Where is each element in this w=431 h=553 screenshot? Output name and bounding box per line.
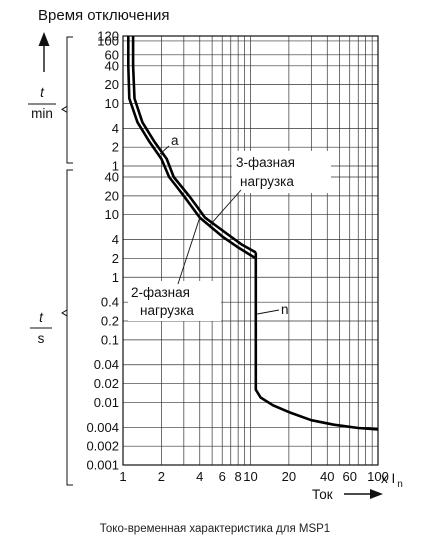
x-tick-label: 40 [320, 469, 334, 484]
chart-grid [122, 35, 379, 466]
y-tick-label: 0.1 [101, 332, 119, 347]
chart-title: Время отключения [38, 7, 170, 24]
y-tick-label: 20 [105, 77, 119, 92]
y-tick-labels: 120100604020104214020104210.40.20.10.040… [86, 29, 119, 473]
annotation-2-phase-line2: нагрузка [140, 303, 194, 318]
x-unit-prefix: x I [381, 471, 395, 486]
y-tick-label: 2 [112, 140, 119, 155]
lower-axis-label-numerator: t [39, 310, 44, 325]
y-tick-label: 0.001 [86, 458, 119, 473]
x-tick-label: 4 [196, 469, 203, 484]
y-tick-label: 10 [105, 96, 119, 111]
x-tick-label: 20 [282, 469, 296, 484]
plot-frame [122, 35, 379, 466]
time-arrow-up-icon [38, 32, 50, 46]
axis-decorations [28, 32, 383, 499]
annotation-3-phase-line2: нагрузка [240, 174, 294, 189]
x-tick-label: 10 [243, 469, 257, 484]
x-axis-label: Ток [312, 487, 333, 502]
y-tick-label: 40 [105, 170, 119, 185]
figure-caption: Токо-временная характеристика для MSP1 [100, 523, 330, 535]
y-tick-label: 100 [97, 33, 119, 48]
y-tick-label: 0.01 [94, 395, 119, 410]
curve-2-phase [131, 36, 257, 254]
y-tick-label: 0.02 [94, 376, 119, 391]
y-tick-label: 2 [112, 251, 119, 266]
upper-axis-label-denominator: min [31, 106, 53, 121]
annotation-a: a [171, 133, 179, 148]
y-tick-label: 60 [105, 47, 119, 62]
y-tick-label: 40 [105, 58, 119, 73]
leader-2-phase [177, 217, 201, 285]
curves [127, 36, 379, 431]
leader-a [159, 145, 170, 155]
lower-axis-bracket [66, 169, 73, 486]
upper-axis-label-numerator: t [40, 85, 45, 100]
leader-3-phase [209, 189, 242, 226]
label-box-3-phase [232, 151, 331, 193]
curve-magnetic-release [254, 252, 379, 431]
y-tick-label: 0.004 [86, 420, 119, 435]
x-tick-label: 8 [235, 469, 242, 484]
leader-n [257, 309, 280, 315]
y-tick-label: 1 [112, 270, 119, 285]
x-tick-label: 2 [158, 469, 165, 484]
upper-axis-bracket [66, 36, 73, 164]
y-tick-label: 4 [112, 121, 119, 136]
annotation-3-phase-line1: 3-фазная [236, 155, 295, 170]
y-tick-label: 0.2 [101, 314, 119, 329]
current-arrow-right-icon [370, 489, 383, 499]
y-tick-label: 20 [105, 188, 119, 203]
y-tick-label: 10 [105, 207, 119, 222]
label-box-2-phase [128, 281, 221, 321]
lower-bracket-notch [61, 309, 68, 317]
y-tick-label: 120 [97, 29, 119, 44]
x-tick-label: 1 [119, 469, 126, 484]
x-tick-labels: 1 2 4 6 8 10 20 40 60 100 [119, 469, 388, 484]
curve-3-phase [127, 36, 257, 260]
x-unit-subscript: n [397, 479, 403, 490]
upper-bracket-notch [61, 105, 68, 113]
x-tick-label: 6 [219, 469, 226, 484]
annotation-n: n [281, 302, 289, 317]
annotation-2-phase-line1: 2-фазная [131, 285, 190, 300]
y-tick-label: 0.002 [86, 439, 119, 454]
lower-axis-label-denominator: s [38, 331, 45, 346]
y-tick-label: 0.04 [94, 357, 119, 372]
y-tick-label: 4 [112, 232, 119, 247]
x-tick-label: 60 [342, 469, 356, 484]
y-tick-label: 0.4 [101, 295, 119, 310]
x-tick-label: 100 [367, 469, 389, 484]
y-tick-label: 1 [112, 159, 119, 174]
